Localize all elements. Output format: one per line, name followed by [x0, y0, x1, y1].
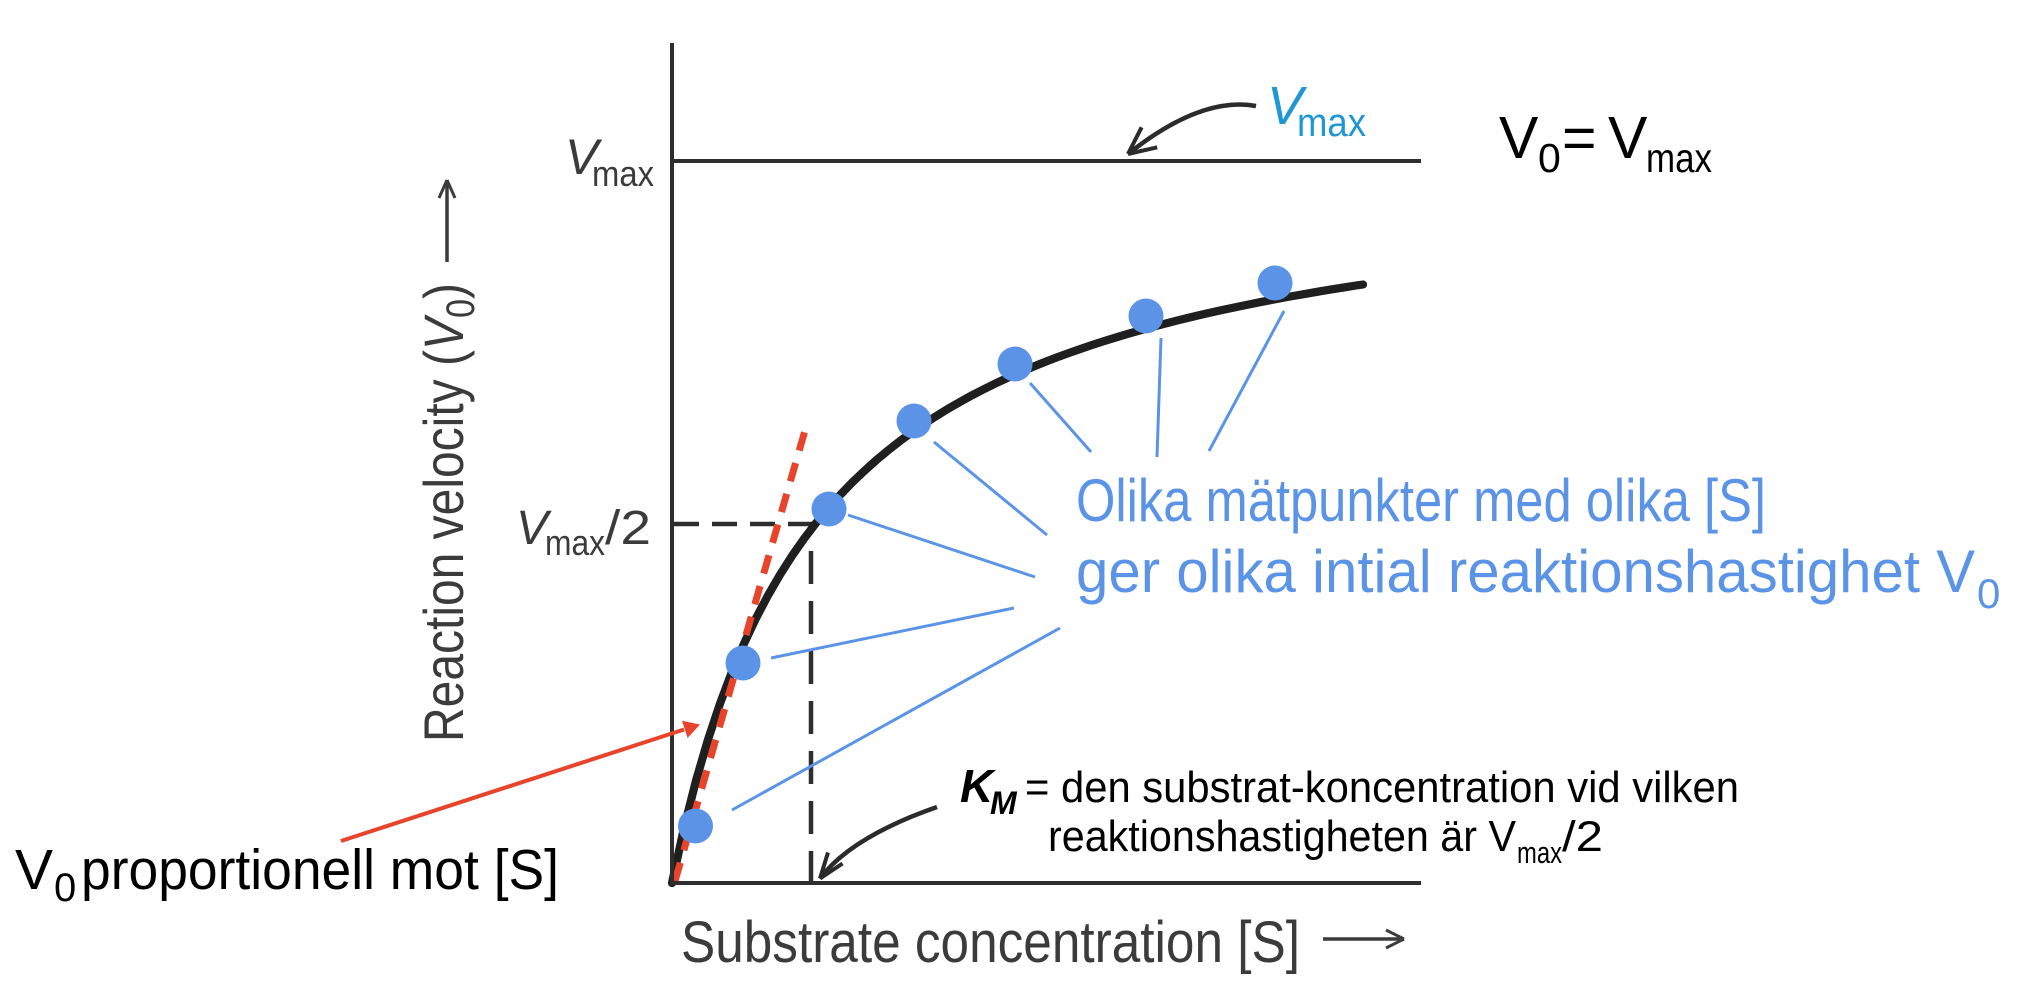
svg-text:max: max [1517, 835, 1562, 870]
svg-text:Olika mätpunkter med olika [S]: Olika mätpunkter med olika [S] [1076, 467, 1766, 534]
svg-text:max: max [545, 522, 605, 563]
svg-text:M: M [990, 785, 1018, 821]
svg-text:V: V [516, 502, 552, 555]
svg-text:=: = [1562, 105, 1596, 171]
svg-text:proportionell mot [S]: proportionell mot [S] [81, 838, 559, 902]
svg-text:= den substrat-koncentration v: = den substrat-koncentration vid vilken [1025, 763, 1739, 812]
svg-text:V: V [15, 838, 53, 902]
svg-text:max: max [1297, 101, 1366, 145]
svg-text:reaktionshastigheten är V: reaktionshastigheten är V [1048, 812, 1517, 861]
svg-text:Reaction velocity (V0): Reaction velocity (V0) [412, 283, 483, 742]
svg-text:ger olika intial reaktionshast: ger olika intial reaktionshastighet V [1076, 538, 1975, 605]
svg-text:max: max [1646, 135, 1712, 181]
svg-text:Substrate concentration [S]: Substrate concentration [S] [681, 910, 1300, 975]
svg-text:0: 0 [1538, 135, 1561, 181]
svg-text:0: 0 [54, 866, 76, 910]
svg-text:0: 0 [1977, 570, 2000, 617]
svg-text:V: V [1499, 105, 1539, 171]
svg-text:V: V [1608, 105, 1648, 171]
svg-text:V: V [565, 129, 603, 185]
svg-text:/2: /2 [605, 502, 651, 555]
svg-text:V: V [1267, 76, 1308, 136]
svg-text:max: max [592, 153, 654, 194]
svg-text:/2: /2 [1562, 813, 1603, 861]
svg-text:K: K [960, 760, 996, 812]
